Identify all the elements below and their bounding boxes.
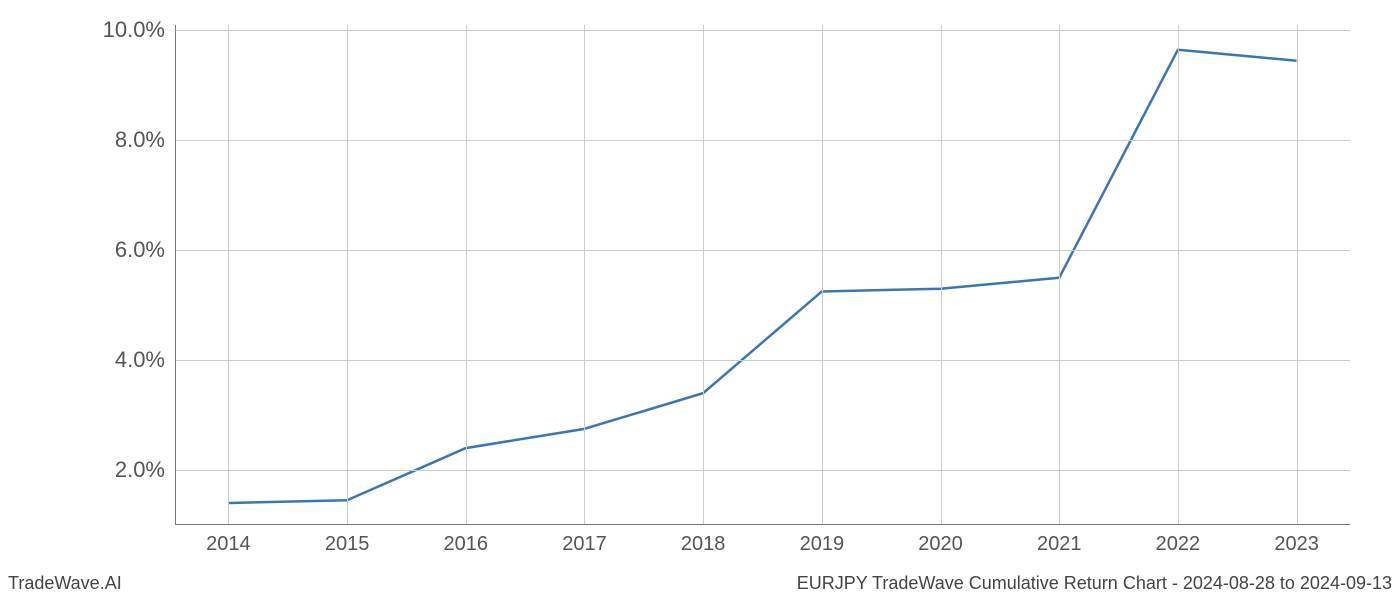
gridline-vertical — [1297, 25, 1298, 525]
x-tick-label: 2017 — [562, 525, 607, 556]
footer-brand: TradeWave.AI — [8, 573, 122, 594]
y-tick-label: 8.0% — [115, 127, 175, 153]
x-axis-spine — [175, 524, 1350, 525]
x-tick-label: 2015 — [325, 525, 370, 556]
y-tick-label: 2.0% — [115, 457, 175, 483]
x-tick-label: 2016 — [444, 525, 489, 556]
gridline-vertical — [941, 25, 942, 525]
gridline-vertical — [1178, 25, 1179, 525]
x-tick-label: 2014 — [206, 525, 251, 556]
plot-area: 2014201520162017201820192020202120222023… — [175, 25, 1350, 525]
x-tick-label: 2023 — [1274, 525, 1319, 556]
gridline-vertical — [822, 25, 823, 525]
gridline-horizontal — [175, 470, 1350, 471]
x-tick-label: 2018 — [681, 525, 726, 556]
x-tick-label: 2020 — [918, 525, 963, 556]
gridline-vertical — [347, 25, 348, 525]
gridline-vertical — [703, 25, 704, 525]
y-tick-label: 10.0% — [103, 17, 175, 43]
y-tick-label: 4.0% — [115, 347, 175, 373]
x-tick-label: 2022 — [1156, 525, 1201, 556]
gridline-horizontal — [175, 360, 1350, 361]
y-axis-spine — [175, 25, 176, 525]
footer-title: EURJPY TradeWave Cumulative Return Chart… — [797, 573, 1392, 594]
x-tick-label: 2021 — [1037, 525, 1082, 556]
y-tick-label: 6.0% — [115, 237, 175, 263]
gridline-horizontal — [175, 30, 1350, 31]
gridline-vertical — [466, 25, 467, 525]
gridline-vertical — [584, 25, 585, 525]
gridline-vertical — [228, 25, 229, 525]
gridline-horizontal — [175, 140, 1350, 141]
gridline-horizontal — [175, 250, 1350, 251]
chart-container: 2014 2015 2016 2017 2018 2019 2020 2021 2022 2023… — [0, 0, 1400, 600]
gridline-vertical — [1059, 25, 1060, 525]
line-chart-svg — [175, 25, 1350, 525]
x-tick-label: 2019 — [800, 525, 845, 556]
series-line-cumulative-return — [228, 50, 1296, 503]
